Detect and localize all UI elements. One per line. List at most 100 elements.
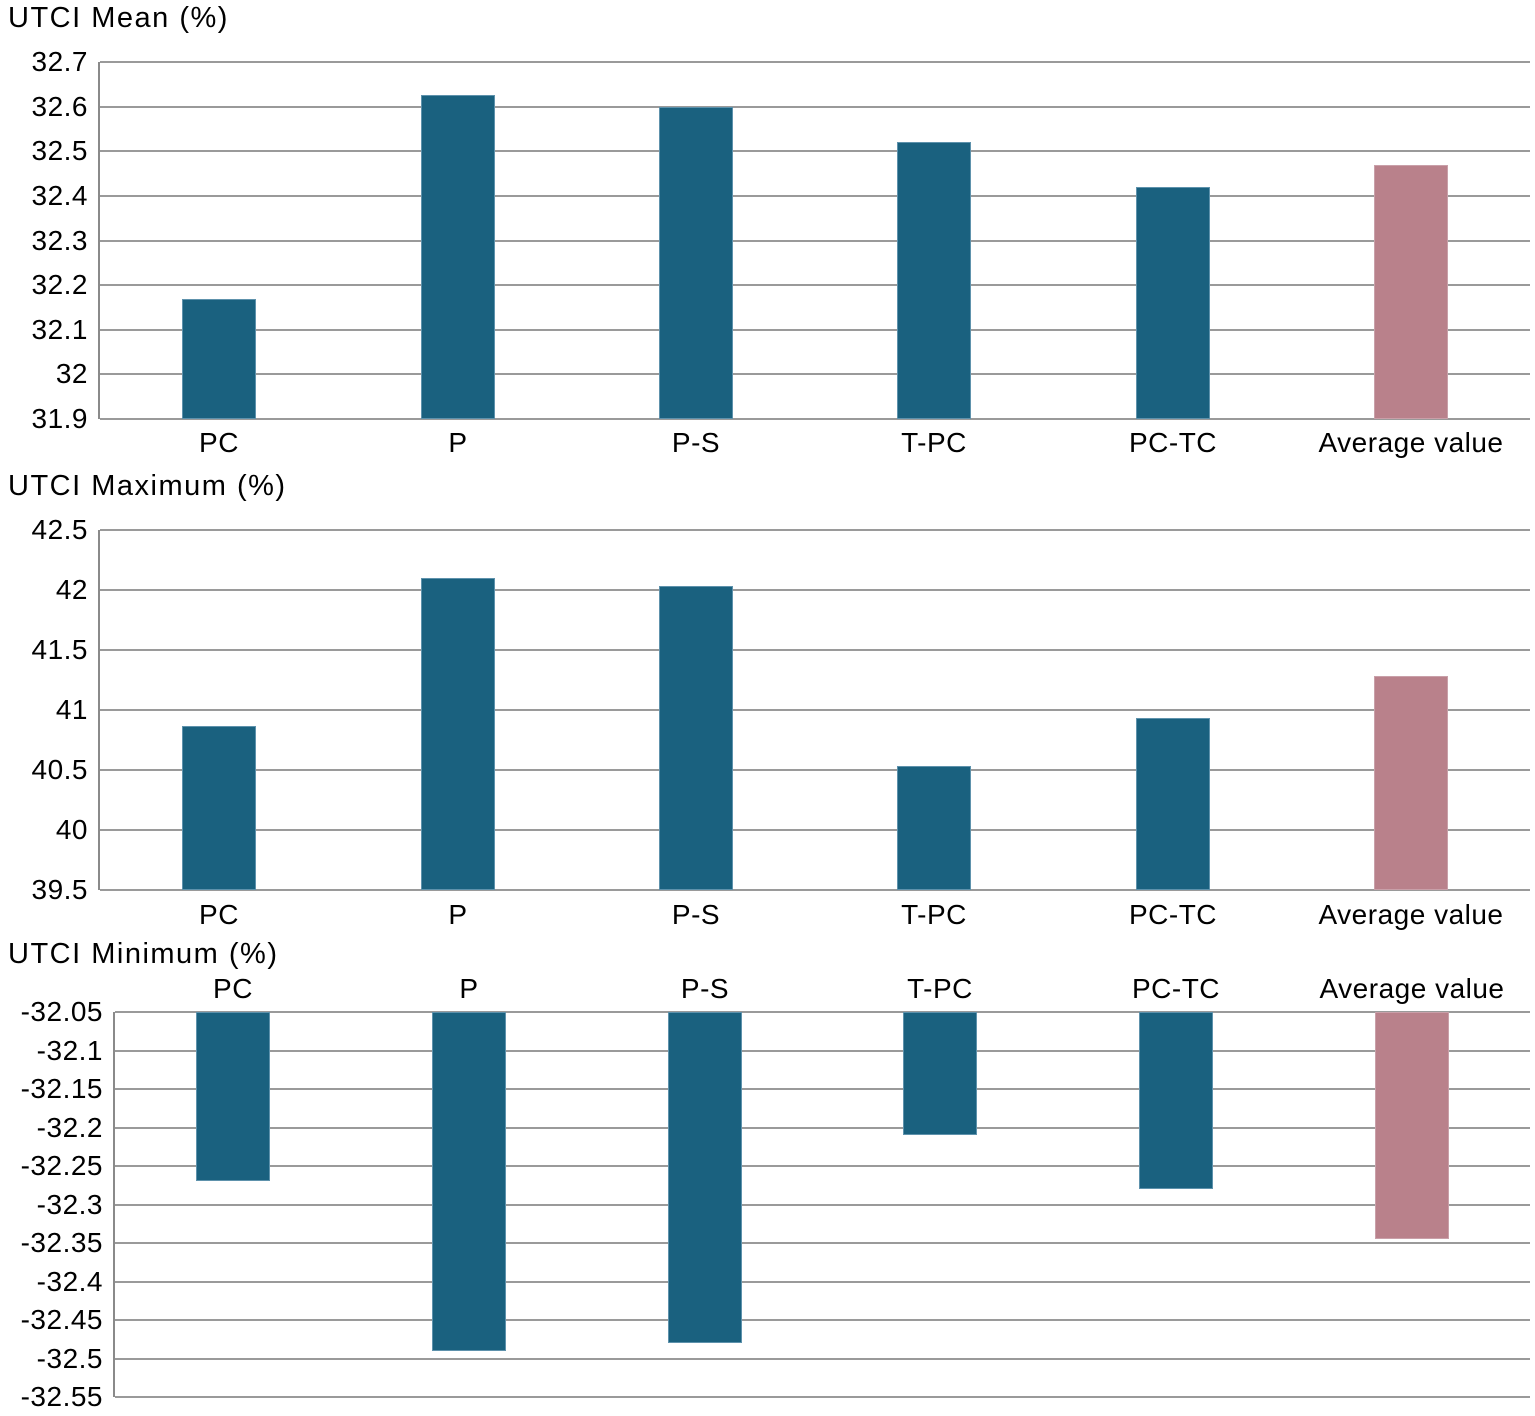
y-tick-label: -32.5	[36, 1342, 103, 1374]
y-tick-label: 42.5	[31, 514, 88, 545]
gridline	[100, 105, 1530, 108]
x-axis-label: PC-TC	[1128, 899, 1218, 930]
y-tick-label: 32.6	[31, 90, 88, 122]
gridline	[100, 709, 1530, 711]
x-axis-label: P-S	[671, 899, 721, 930]
gridline	[100, 194, 1530, 197]
bar-p-s	[659, 107, 733, 419]
x-axis-label: P	[448, 899, 468, 930]
gridline	[100, 829, 1530, 831]
gridline	[115, 1396, 1530, 1398]
gridline	[115, 1049, 1530, 1052]
chart-title-utci-minimum: UTCI Minimum (%)	[8, 938, 279, 970]
bar-pc-tc	[1136, 718, 1210, 890]
gridline	[115, 1088, 1530, 1090]
bar-pc-tc	[1136, 187, 1210, 419]
bar-p-s	[668, 1012, 742, 1343]
y-tick-label: -32.3	[36, 1188, 103, 1220]
gridline	[115, 1357, 1530, 1360]
y-tick-label: -32.55	[20, 1381, 103, 1412]
x-axis-label: P-S	[680, 973, 730, 1004]
bar-p	[432, 1012, 506, 1351]
y-tick-label: -32.1	[36, 1034, 103, 1066]
x-axis-label: T-PC	[901, 899, 967, 930]
gridline	[115, 1280, 1530, 1283]
gridline	[100, 418, 1530, 420]
y-tick-label: -32.2	[36, 1111, 103, 1143]
gridline	[100, 61, 1530, 63]
y-tick-label: 39.5	[31, 874, 88, 905]
x-axis-label: P-S	[671, 427, 721, 458]
x-axis-label: P	[448, 427, 468, 458]
gridline	[115, 1319, 1530, 1321]
bar-average-value	[1374, 165, 1448, 419]
y-axis-line	[98, 62, 100, 419]
y-tick-label: 32.5	[31, 135, 88, 167]
gridline	[115, 1011, 1530, 1013]
gridline	[100, 529, 1530, 531]
bar-t-pc	[897, 142, 971, 419]
bar-pc	[182, 726, 256, 890]
y-axis-line	[113, 1012, 115, 1397]
y-tick-label: 41	[55, 694, 88, 725]
bar-p	[421, 578, 495, 890]
bar-pc-tc	[1139, 1012, 1213, 1189]
gridline	[100, 328, 1530, 331]
x-axis-label: T-PC	[901, 427, 967, 458]
y-tick-label: 32.3	[31, 224, 88, 256]
y-tick-label: 31.9	[31, 403, 88, 434]
gridline	[100, 373, 1530, 376]
bar-t-pc	[903, 1012, 977, 1135]
y-tick-label: 32.2	[31, 269, 88, 301]
chart-title-utci-mean: UTCI Mean (%)	[8, 2, 229, 34]
bar-average-value	[1375, 1012, 1449, 1239]
x-axis-label: Average value	[1319, 973, 1505, 1004]
x-axis-label: PC	[199, 899, 239, 930]
x-axis-label: Average value	[1318, 899, 1504, 930]
chart-title-utci-maximum: UTCI Maximum (%)	[8, 470, 287, 502]
x-axis-label: P	[459, 973, 479, 1004]
y-tick-label: 41.5	[31, 634, 88, 665]
gridline	[100, 239, 1530, 242]
gridline	[100, 769, 1530, 771]
x-axis-label: PC	[199, 427, 239, 458]
x-axis-label: PC-TC	[1131, 973, 1221, 1004]
gridline	[115, 1126, 1530, 1129]
y-tick-label: 32.4	[31, 179, 88, 211]
bar-pc	[196, 1012, 270, 1181]
y-tick-label: 40	[55, 814, 88, 845]
gridline	[115, 1242, 1530, 1244]
bar-p-s	[659, 586, 733, 890]
x-axis-label: Average value	[1318, 427, 1504, 458]
y-tick-label: -32.25	[20, 1150, 103, 1181]
bar-p	[421, 95, 495, 419]
bar-pc	[182, 299, 256, 419]
x-axis-label: T-PC	[907, 973, 973, 1004]
y-tick-label: 40.5	[31, 754, 88, 785]
gridline	[115, 1203, 1530, 1206]
y-tick-label: 32	[55, 358, 88, 390]
gridline	[115, 1165, 1530, 1167]
gridline	[100, 150, 1530, 153]
y-tick-label: 32.1	[31, 313, 88, 345]
y-tick-label: -32.15	[20, 1073, 103, 1104]
y-tick-label: -32.05	[20, 996, 103, 1027]
gridline	[100, 589, 1530, 591]
y-tick-label: -32.4	[36, 1265, 103, 1297]
y-tick-label: -32.35	[20, 1227, 103, 1258]
gridline	[100, 284, 1530, 287]
y-tick-label: 42	[55, 574, 88, 605]
y-tick-label: 32.7	[31, 46, 88, 77]
bar-average-value	[1374, 676, 1448, 890]
gridline	[100, 889, 1530, 891]
bar-t-pc	[897, 766, 971, 890]
x-axis-label: PC-TC	[1128, 427, 1218, 458]
x-axis-label: PC	[213, 973, 253, 1004]
y-tick-label: -32.45	[20, 1304, 103, 1335]
y-axis-line	[98, 530, 100, 890]
gridline	[100, 649, 1530, 651]
